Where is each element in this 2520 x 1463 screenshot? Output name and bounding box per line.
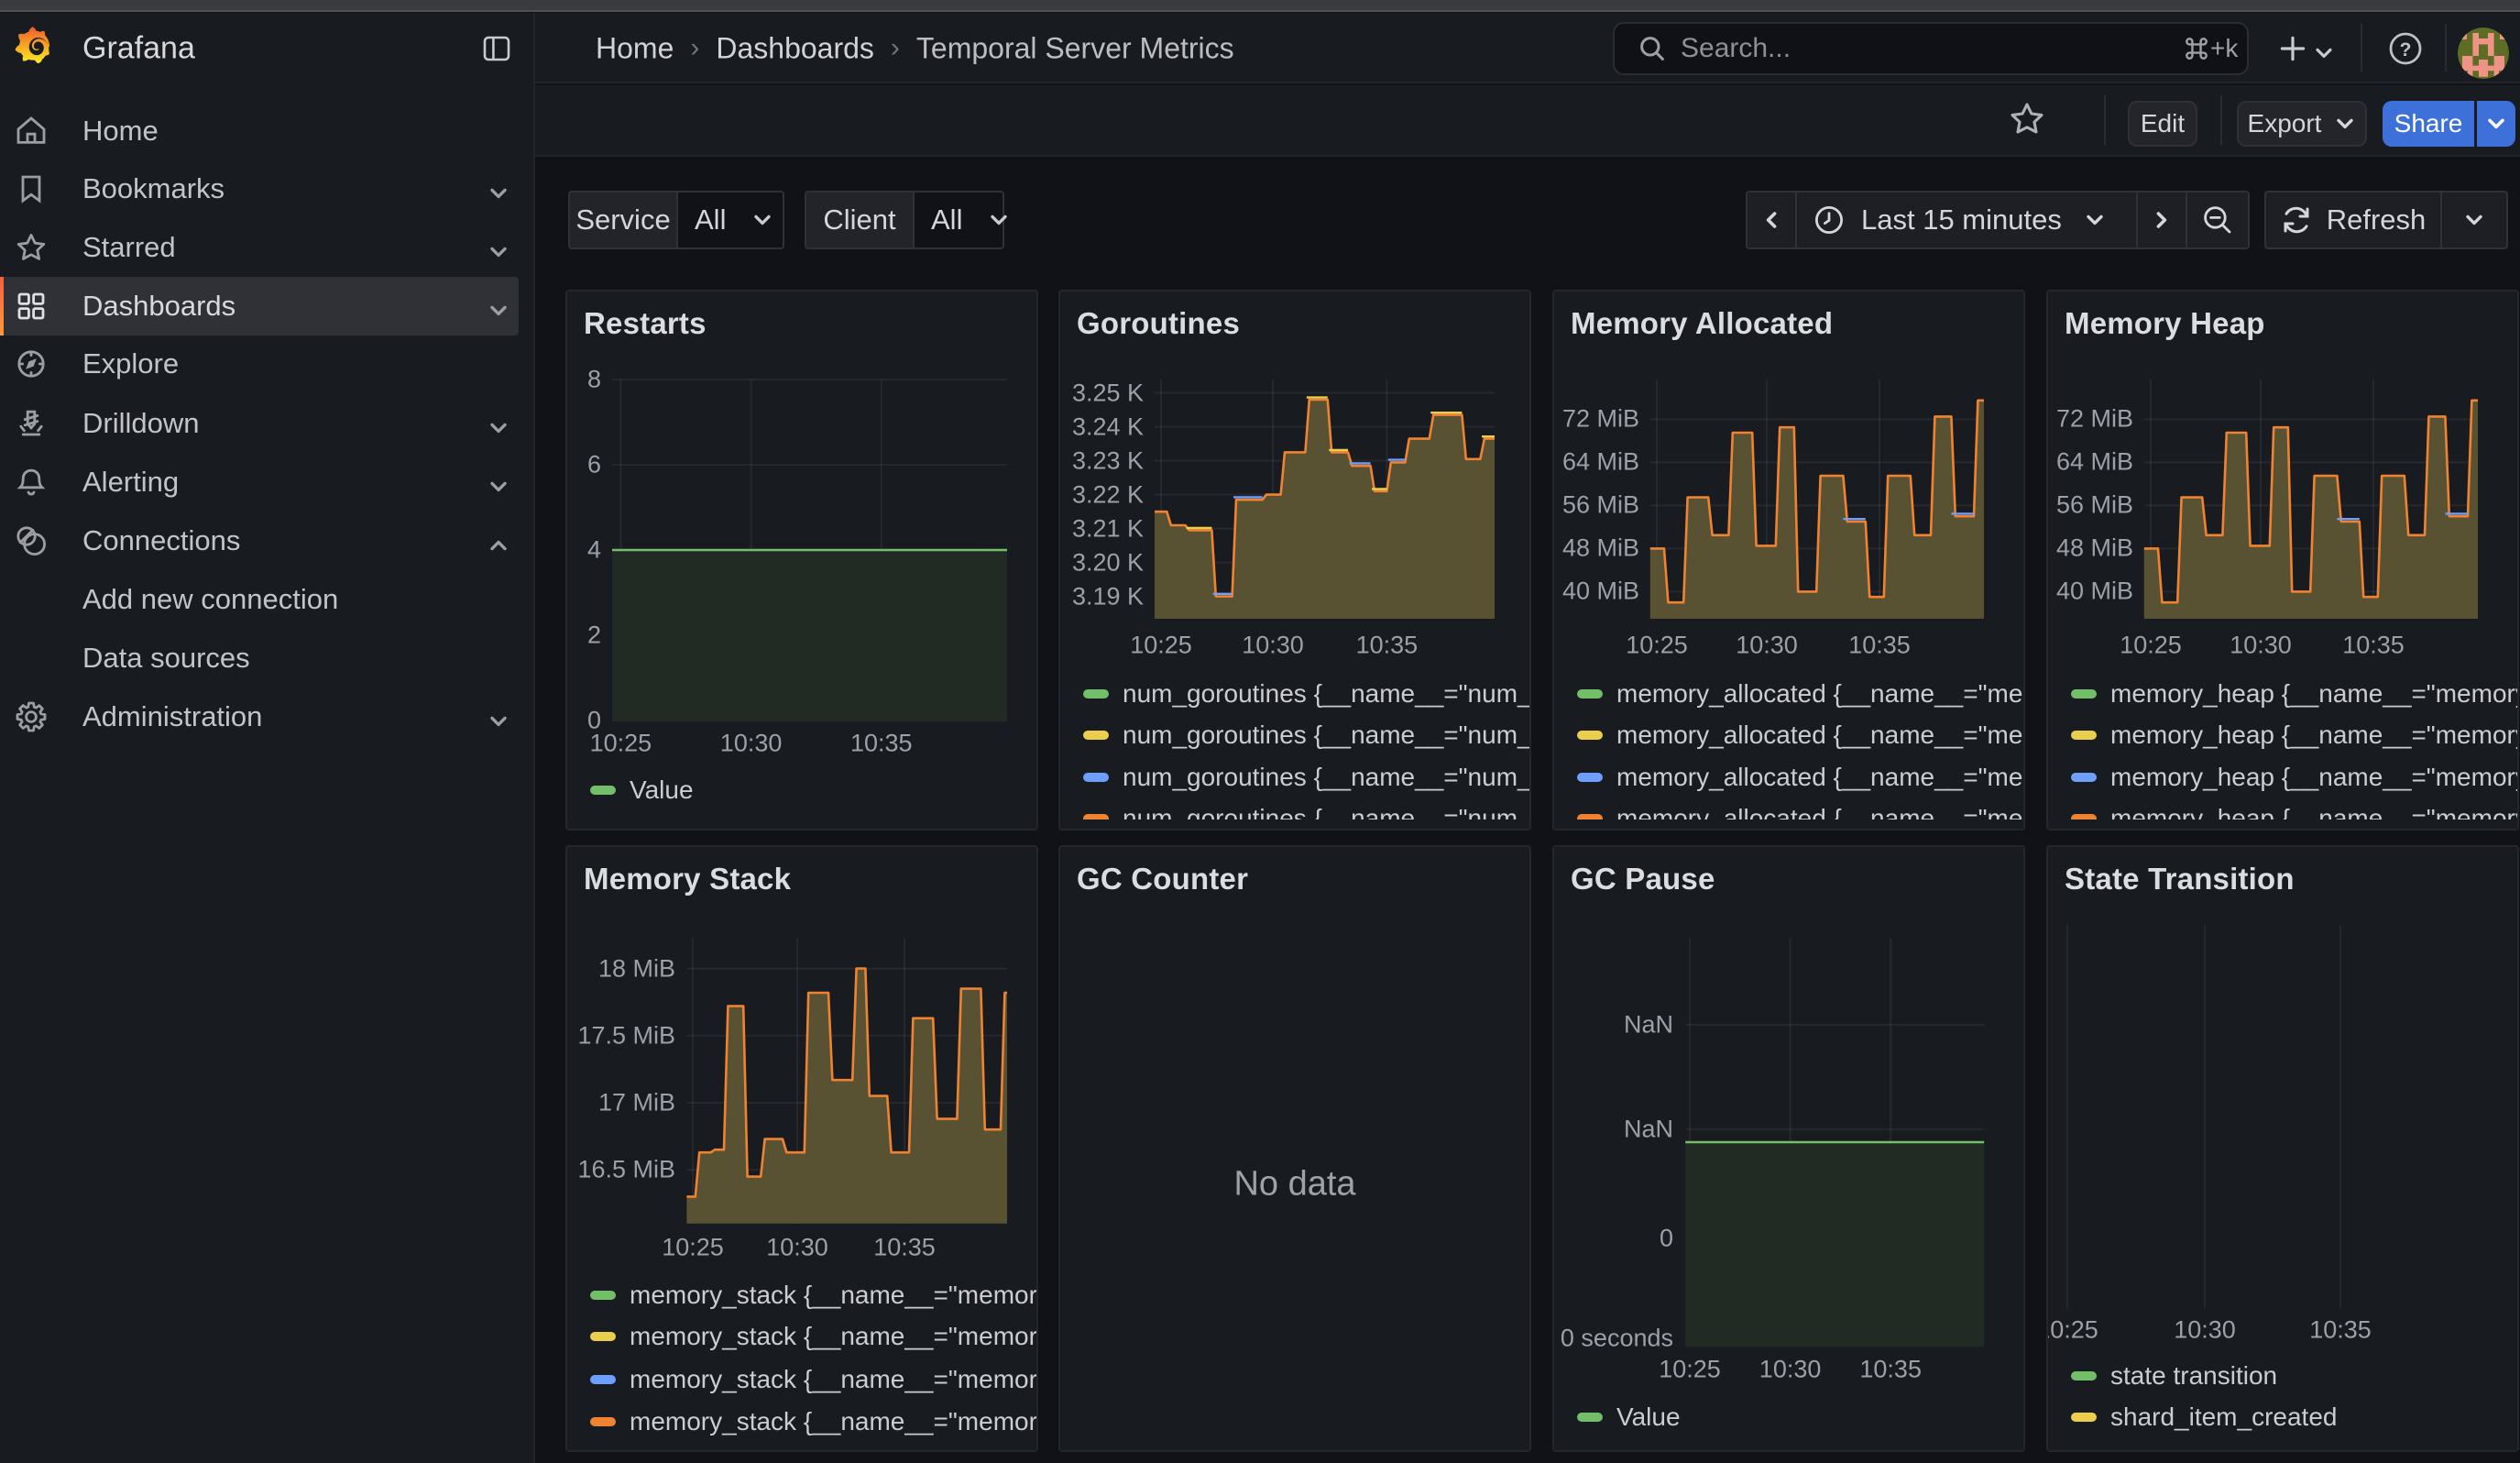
- svg-text:?: ?: [2400, 39, 2412, 60]
